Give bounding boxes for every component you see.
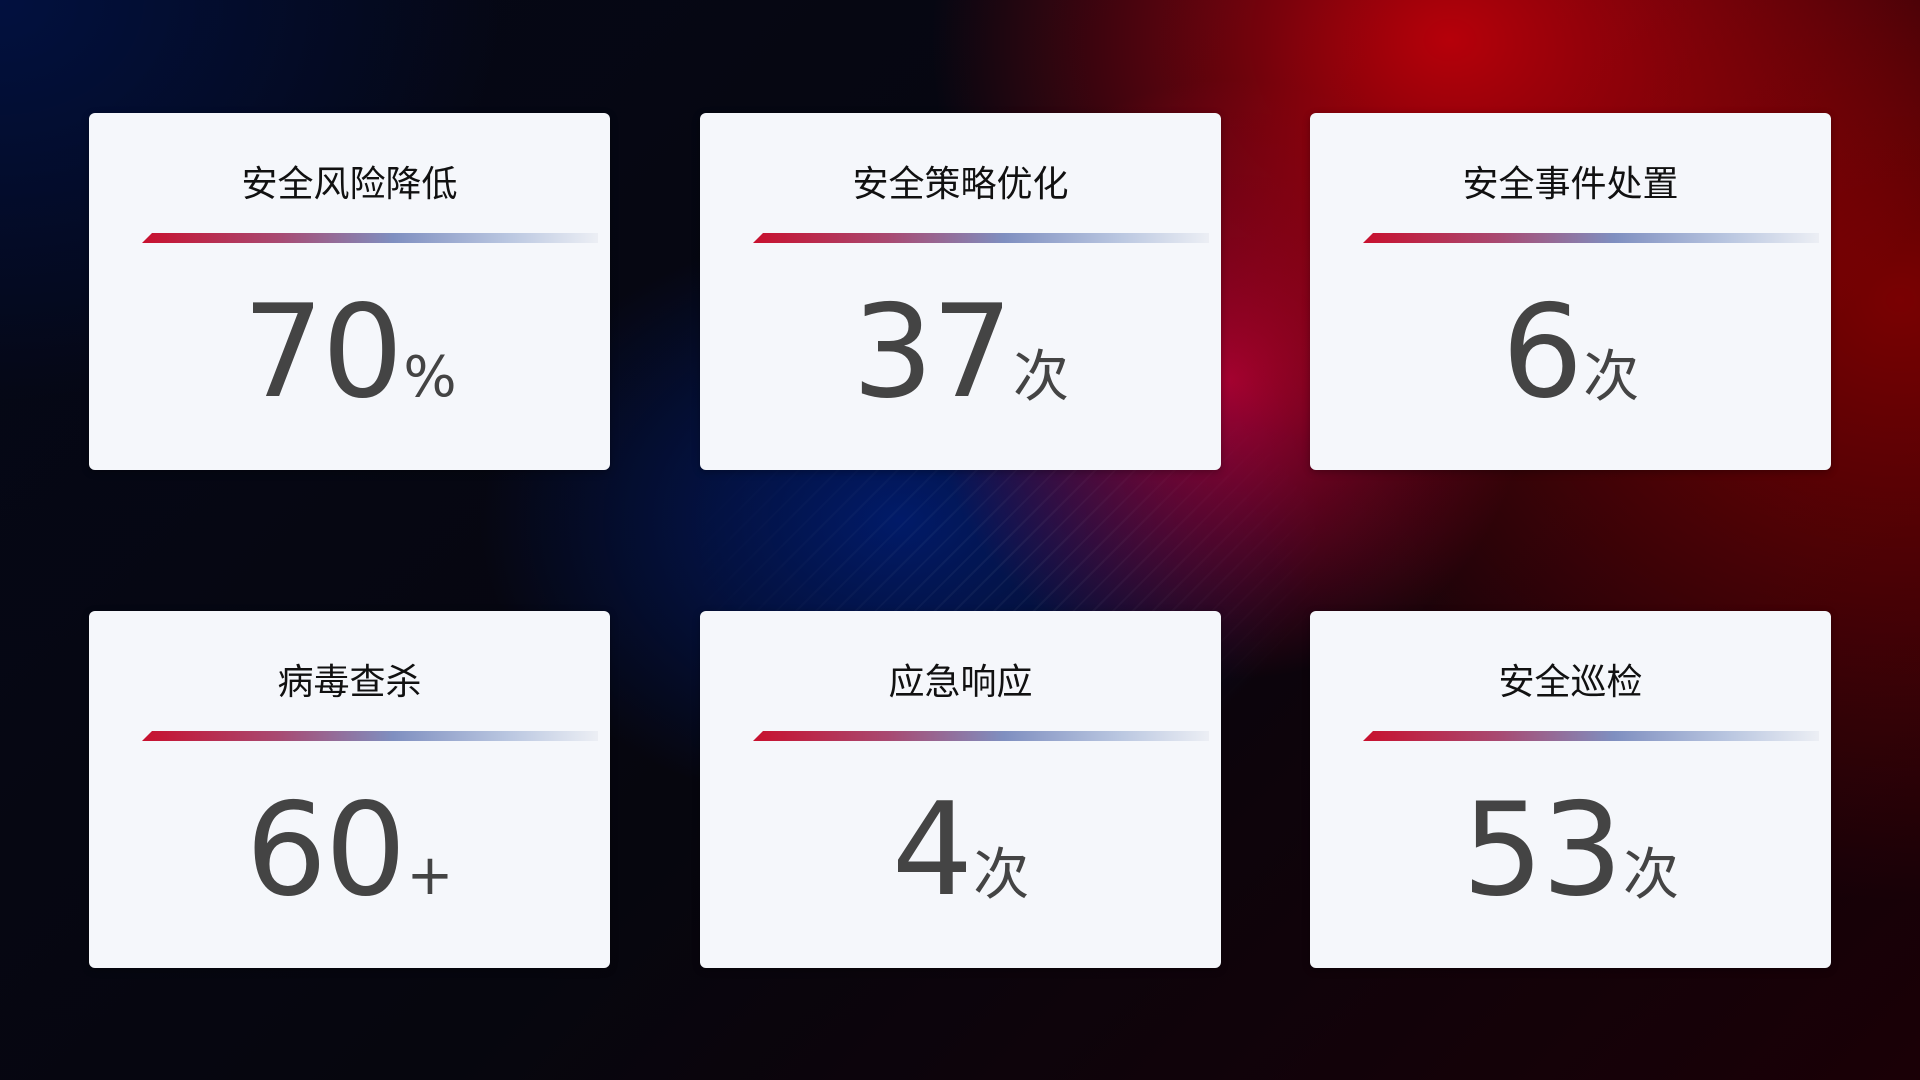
value-number: 4: [891, 776, 973, 925]
value-number: 37: [852, 278, 1013, 427]
card-value: 60+: [89, 776, 610, 925]
stat-card-security-inspection: 安全巡检 53次: [1310, 611, 1831, 968]
value-unit: %: [403, 345, 457, 410]
stat-card-emergency-response: 应急响应 4次: [700, 611, 1221, 968]
stat-card-virus-removal: 病毒查杀 60+: [89, 611, 610, 968]
card-title: 安全巡检: [1498, 662, 1643, 703]
card-title: 安全风险降低: [241, 164, 458, 205]
card-divider-bar: [1363, 731, 1819, 741]
value-unit: 次: [1012, 345, 1069, 410]
value-number: 70: [242, 278, 403, 427]
value-unit: 次: [1622, 843, 1679, 908]
card-divider-bar: [753, 233, 1209, 243]
value-unit: +: [406, 843, 454, 908]
card-title: 安全事件处置: [1462, 164, 1679, 205]
card-divider-bar: [753, 731, 1209, 741]
value-unit: 次: [973, 843, 1030, 908]
value-number: 53: [1462, 776, 1623, 925]
card-divider-bar: [142, 731, 598, 741]
card-value: 37次: [700, 278, 1221, 427]
card-value: 53次: [1310, 776, 1831, 925]
value-unit: 次: [1583, 345, 1640, 410]
card-title: 病毒查杀: [277, 662, 422, 703]
card-value: 4次: [700, 776, 1221, 925]
card-divider-bar: [142, 233, 598, 243]
stat-card-risk-reduction: 安全风险降低 70%: [89, 113, 610, 470]
card-value: 70%: [89, 278, 610, 427]
stat-card-policy-optimization: 安全策略优化 37次: [700, 113, 1221, 470]
card-value: 6次: [1310, 278, 1831, 427]
card-title: 安全策略优化: [852, 164, 1069, 205]
card-title: 应急响应: [888, 662, 1033, 703]
value-number: 60: [245, 776, 407, 925]
card-divider-bar: [1363, 233, 1819, 243]
value-number: 6: [1501, 278, 1583, 427]
stat-card-incident-handling: 安全事件处置 6次: [1310, 113, 1831, 470]
